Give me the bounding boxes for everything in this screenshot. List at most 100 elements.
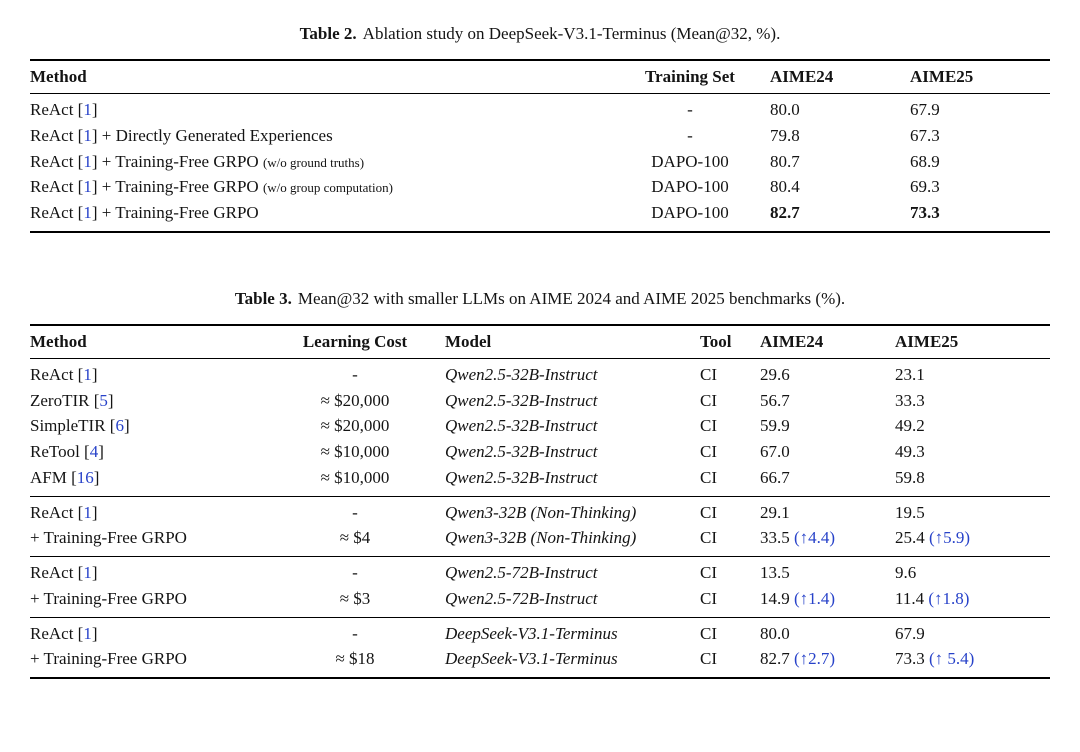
table-cell: ReAct [1] + Directly Generated Experienc… — [30, 123, 610, 149]
cell-text: ReAct [ — [30, 100, 84, 119]
table-row: ReAct [1] - Qwen2.5-32B-Instruct CI 29.6 23.1 — [30, 358, 1050, 388]
table2: Method Training Set AIME24 AIME25 ReAct … — [30, 59, 1050, 233]
table-row: ReAct [1] + Training-Free GRPO (w/o grou… — [30, 149, 1050, 175]
cell-text: Qwen2.5-32B-Instruct — [445, 442, 598, 462]
cell-text: SimpleTIR [ — [30, 416, 116, 436]
table-cell: 33.5 (↑4.4) — [760, 526, 895, 557]
table-cell: ReAct [1] — [30, 496, 265, 526]
table3-col-aime24: AIME24 — [760, 331, 824, 351]
cell-text: ] + Training-Free GRPO — [91, 203, 259, 223]
table-cell: - — [265, 557, 445, 587]
table3-col-tool: Tool — [700, 331, 732, 351]
table-cell: 29.1 — [760, 496, 895, 526]
cell-text: ≈ $3 — [339, 588, 371, 608]
table-cell: ReAct [1] — [30, 557, 265, 587]
citation-link[interactable]: 1 — [83, 100, 92, 119]
cell-text: ReAct [ — [30, 203, 84, 223]
table-cell: DeepSeek-V3.1-Terminus — [445, 617, 700, 647]
table-row: ReAct [1] - Qwen2.5-72B-Instruct CI 13.5 9.6 — [30, 557, 1050, 587]
table-cell: ReAct [1] + Training-Free GRPO — [30, 201, 610, 232]
cell-text: - — [352, 623, 358, 643]
cell-text: ReAct [ — [30, 177, 84, 197]
citation-link[interactable]: 1 — [83, 623, 92, 643]
citation-link[interactable]: 1 — [83, 203, 92, 223]
table-row: ReAct [1] - DeepSeek-V3.1-Terminus CI 80.0 67… — [30, 617, 1050, 647]
citation-link[interactable]: 1 — [83, 177, 92, 197]
cell-text: - — [352, 364, 358, 384]
citation-link[interactable]: 16 — [76, 467, 94, 487]
table-row: ReAct [1] + Training-Free GRPO DAPO-100 82… — [30, 201, 1050, 232]
table-cell: - — [265, 358, 445, 388]
table-row: ReAct [1] - 80.0 67.9 — [30, 94, 1050, 124]
citation-link[interactable]: 5 — [99, 390, 108, 410]
cell-text: ReAct [ — [30, 502, 84, 522]
table-cell: DAPO-100 — [610, 175, 770, 201]
cell-text: - — [352, 502, 358, 522]
citation-link[interactable]: 1 — [83, 563, 92, 583]
table-cell: Qwen2.5-32B-Instruct — [445, 414, 700, 440]
citation-link[interactable]: 4 — [89, 442, 99, 462]
cell-text: ] — [91, 502, 98, 522]
table-cell: 82.7 (↑2.7) — [760, 647, 895, 678]
citation-link[interactable]: 1 — [83, 125, 92, 145]
table3-caption: Table 3. Mean@32 with smaller LLMs on AIM… — [30, 289, 1050, 309]
citation-link[interactable]: 6 — [115, 416, 124, 436]
cell-text: (↑5.9) — [929, 528, 971, 548]
table-cell: AFM [16] — [30, 465, 265, 496]
table-cell: 19.5 — [895, 496, 1050, 526]
cell-text: ] — [91, 563, 98, 583]
table-row: + Training-Free GRPO ≈ $4 Qwen3-32B (Non-T… — [30, 526, 1050, 557]
table-cell: Qwen2.5-32B-Instruct — [445, 465, 700, 496]
table-cell: 67.3 — [910, 123, 1050, 149]
citation-link[interactable]: 1 — [83, 364, 92, 384]
cell-text: 29.1 — [760, 502, 790, 522]
table-cell: + Training-Free GRPO — [30, 586, 265, 617]
table-cell: 67.0 — [760, 440, 895, 466]
cell-text: AFM [ — [30, 467, 77, 487]
cell-text: ] + Training-Free GRPO — [91, 151, 263, 171]
cell-text: ≈ $20,000 — [320, 390, 390, 410]
table2-caption-label: Table 2. — [299, 24, 357, 43]
cell-text: ] — [98, 442, 104, 462]
cell-text: CI — [700, 364, 717, 384]
table-cell: ≈ $10,000 — [265, 465, 445, 496]
citation-link[interactable]: 1 — [83, 151, 92, 171]
table-cell: 49.2 — [895, 414, 1050, 440]
cell-text: 67.3 — [910, 125, 940, 145]
cell-text: 67.9 — [910, 100, 940, 119]
table2-body: ReAct [1] -80.0 67.9 ReAct [1] + Directly G… — [30, 94, 1050, 232]
table2-caption-text: Ablation study on DeepSeek-V3.1-Terminus… — [362, 24, 781, 43]
cell-text: ] — [91, 364, 98, 384]
cell-text: Qwen3-32B (Non-Thinking) — [445, 528, 637, 548]
table-row: ReTool [4] ≈ $10,000 Qwen2.5-32B-Instruct C… — [30, 440, 1050, 466]
cell-text: 25.4 — [895, 528, 929, 548]
cell-text: - — [352, 563, 358, 583]
cell-text: 80.7 — [770, 151, 800, 171]
table-cell: 29.6 — [760, 358, 895, 388]
cell-text: CI — [700, 442, 717, 462]
cell-text: 56.7 — [760, 390, 790, 410]
citation-link[interactable]: 1 — [83, 502, 92, 522]
cell-text: Qwen2.5-32B-Instruct — [445, 467, 598, 487]
table-cell: CI — [700, 557, 760, 587]
table-cell: 80.0 — [760, 617, 895, 647]
cell-text: + Training-Free GRPO — [30, 649, 187, 669]
table-cell: + Training-Free GRPO — [30, 647, 265, 678]
cell-text: 13.5 — [760, 563, 790, 583]
table2-header-row: Method Training Set AIME24 AIME25 — [30, 60, 1050, 94]
section-gap — [30, 233, 1050, 289]
cell-text: 33.5 — [760, 528, 794, 548]
cell-text: DAPO-100 — [651, 151, 729, 171]
table-row: SimpleTIR [6] ≈ $20,000 Qwen2.5-32B-Instru… — [30, 414, 1050, 440]
cell-text: DeepSeek-V3.1-Terminus — [445, 623, 618, 643]
cell-text: Qwen2.5-32B-Instruct — [445, 416, 598, 436]
cell-text: 80.0 — [760, 623, 790, 643]
table-cell: ReAct [1] — [30, 94, 610, 124]
cell-text: CI — [700, 563, 717, 583]
cell-text: Qwen2.5-32B-Instruct — [445, 364, 598, 384]
cell-text: ReAct [ — [30, 364, 84, 384]
cell-text: Qwen2.5-32B-Instruct — [445, 390, 598, 410]
table-cell: Qwen2.5-72B-Instruct — [445, 557, 700, 587]
cell-text: ] — [91, 100, 98, 119]
